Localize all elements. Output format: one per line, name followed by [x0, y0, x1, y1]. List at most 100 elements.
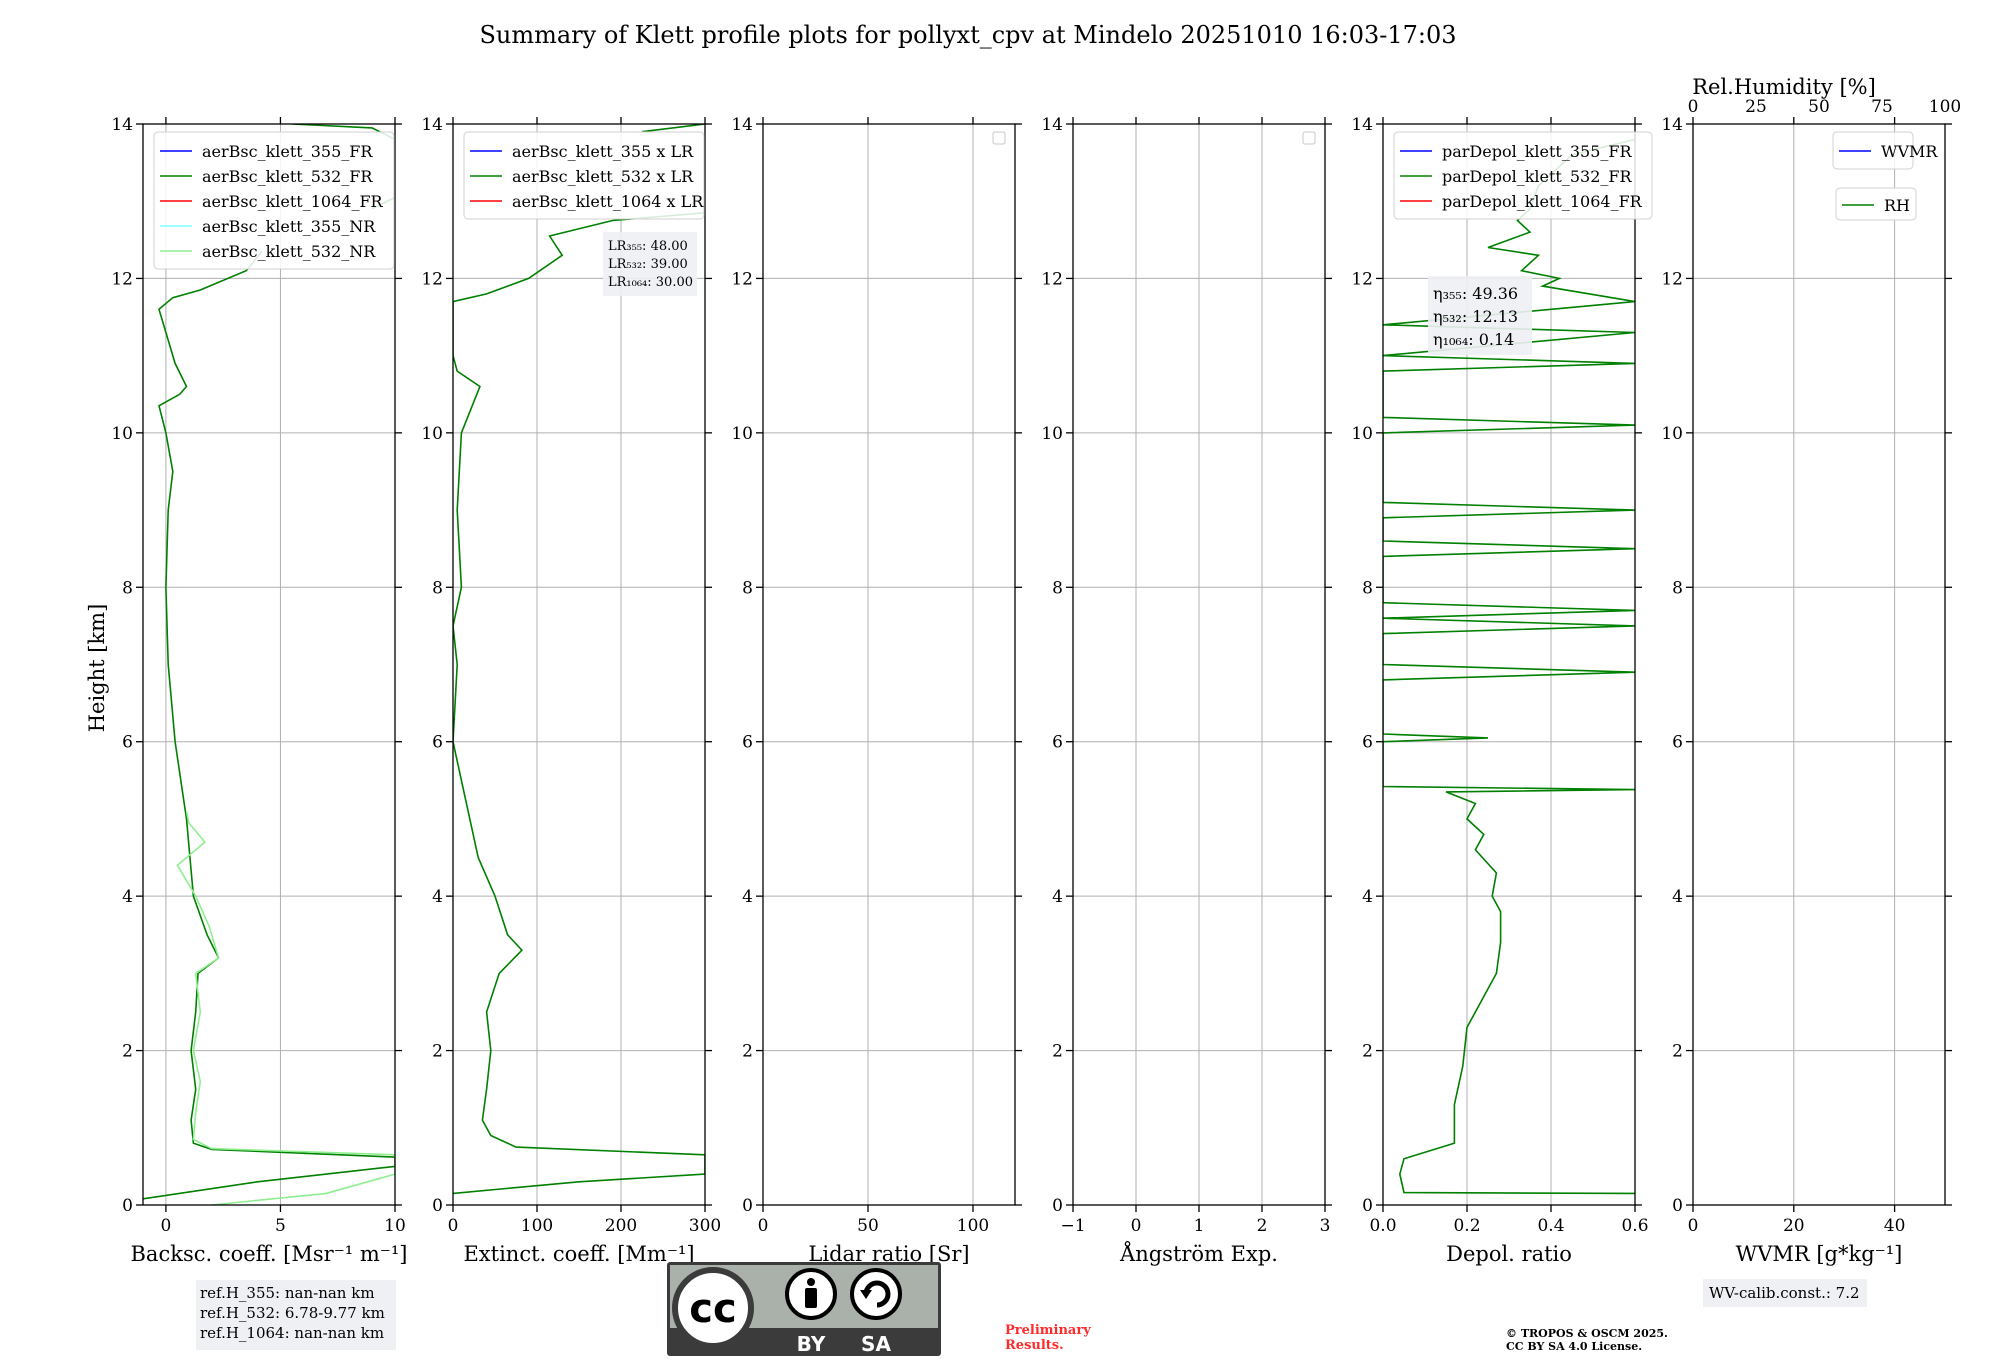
series-line-aerBsc_klett_532_FR — [143, 250, 395, 1200]
x-tick-label: 2 — [1257, 1216, 1268, 1236]
ref-height-1064: ref.H_1064: nan-nan km — [200, 1324, 384, 1342]
preliminary-line-1: Preliminary — [1005, 1323, 1091, 1338]
legend-entry: aerBsc_klett_532_NR — [202, 242, 376, 261]
legend: WVMR — [1832, 131, 1938, 170]
x-axis-label: Ångström Exp. — [1119, 1241, 1278, 1266]
by-person-body — [805, 1288, 817, 1308]
legend-entry: RH — [1884, 196, 1910, 215]
empty-legend-box — [1302, 131, 1316, 145]
cc-by-sa-badge: cc BY SA — [667, 1262, 941, 1356]
y-tick-label: 2 — [1362, 1042, 1373, 1062]
y-tick-label: 14 — [1661, 115, 1683, 135]
legend-box — [463, 131, 705, 220]
y-tick-label: 4 — [432, 887, 443, 907]
x-tick-label: 0 — [160, 1216, 171, 1236]
y-tick-label: 12 — [111, 269, 133, 289]
y-tick-label: 2 — [122, 1042, 133, 1062]
y-tick-label: 10 — [1041, 424, 1063, 444]
annotation-bg — [1428, 276, 1532, 355]
legend-entry: parDepol_klett_532_FR — [1442, 167, 1633, 186]
legend-entry: aerBsc_klett_1064 x LR — [512, 192, 704, 211]
x-tick-label: 40 — [1884, 1216, 1906, 1236]
y-tick-label: 8 — [1052, 578, 1063, 598]
y-tick-label: 2 — [1672, 1042, 1683, 1062]
ref-height-532: ref.H_532: 6.78-9.77 km — [200, 1304, 385, 1322]
y-tick-label: 10 — [421, 424, 443, 444]
legend: aerBsc_klett_355 x LR aerBsc_klett_532 x … — [463, 131, 705, 220]
x-tick-label: 0.6 — [1621, 1216, 1648, 1236]
y-tick-label: 0 — [1362, 1196, 1373, 1216]
x-tick-label: 0.4 — [1537, 1216, 1564, 1236]
legend-entry: parDepol_klett_355_FR — [1442, 142, 1633, 161]
legend-entry: aerBsc_klett_355 x LR — [512, 142, 694, 161]
plot-frame — [1692, 123, 1946, 1206]
copyright-line-1: © TROPOS & OSCM 2025. — [1506, 1327, 1668, 1340]
y-tick-label: 12 — [1661, 269, 1683, 289]
x-tick-label: 0 — [1688, 1216, 1699, 1236]
legend-entry: aerBsc_klett_1064_FR — [202, 192, 384, 211]
annotation-line: LR₁₀₆₄: 30.00 — [608, 275, 693, 290]
y-tick-label: 4 — [122, 887, 133, 907]
legend-entry: aerBsc_klett_355_NR — [202, 217, 376, 236]
x-axis-label: WVMR [g*kg⁻¹] — [1736, 1242, 1903, 1266]
wv-calib-box: WV-calib.const.: 7.2 — [1703, 1279, 1867, 1307]
y-tick-label: 4 — [1362, 887, 1373, 907]
legend-entry: aerBsc_klett_532 x LR — [512, 167, 694, 186]
legend-entry: parDepol_klett_1064_FR — [1442, 192, 1643, 211]
y-tick-label: 6 — [1362, 733, 1373, 753]
y-tick-label: 12 — [421, 269, 443, 289]
x2-tick-label: 100 — [1929, 97, 1961, 117]
x-tick-label: 1 — [1194, 1216, 1205, 1236]
x-tick-label: 100 — [957, 1216, 989, 1236]
y-tick-label: 2 — [432, 1042, 443, 1062]
x-axis-label: Backsc. coeff. [Msr⁻¹ m⁻¹] — [131, 1242, 408, 1266]
plot-frame — [762, 123, 1016, 1206]
legend-entry: WVMR — [1881, 142, 1938, 161]
y-tick-label: 12 — [1041, 269, 1063, 289]
y-tick-label: 2 — [742, 1042, 753, 1062]
y-tick-label: 4 — [1052, 887, 1063, 907]
y-tick-label: 8 — [742, 578, 753, 598]
x-tick-label: 0 — [448, 1216, 459, 1236]
y-tick-label: 12 — [731, 269, 753, 289]
copyright-line-2: CC BY SA 4.0 License. — [1506, 1340, 1642, 1353]
annotation-bg — [603, 232, 697, 296]
figure-title: Summary of Klett profile plots for polly… — [479, 21, 1456, 49]
x-axis-label: Extinct. coeff. [Mm⁻¹] — [463, 1242, 694, 1266]
y-tick-label: 12 — [1351, 269, 1373, 289]
x2-tick-label: 50 — [1808, 97, 1830, 117]
cc-icon — [672, 1267, 754, 1349]
y-tick-label: 8 — [122, 578, 133, 598]
y-tick-label: 10 — [111, 424, 133, 444]
legend-box — [1835, 187, 1917, 221]
y-tick-label: 6 — [432, 733, 443, 753]
sa-label: SA — [861, 1332, 891, 1356]
x-tick-label: 0 — [758, 1216, 769, 1236]
y-tick-label: 8 — [1672, 578, 1683, 598]
annotation-line: η₃₅₅: 49.36 — [1433, 284, 1518, 303]
legend: aerBsc_klett_355_FR aerBsc_klett_532_FRae… — [153, 131, 395, 270]
by-person-head — [807, 1278, 815, 1286]
y-tick-label: 6 — [1672, 733, 1683, 753]
x-tick-label: 300 — [689, 1216, 721, 1236]
y-tick-label: 10 — [1661, 424, 1683, 444]
panel-depolarization: 0 2 4 6 8 10 12 14 0.0 0.2 0.4 0.6 Depol. ratio parDe… — [1351, 115, 1653, 1266]
y-tick-label: 14 — [111, 115, 133, 135]
x-tick-label: 20 — [1783, 1216, 1805, 1236]
y-tick-label: 6 — [1052, 733, 1063, 753]
x2-tick-label: 0 — [1688, 97, 1699, 117]
y-tick-label: 2 — [1052, 1042, 1063, 1062]
sa-arrow-head — [860, 1290, 872, 1299]
y-tick-label: 4 — [1672, 887, 1683, 907]
sa-arrow-curve — [863, 1280, 891, 1308]
y-tick-label: 14 — [731, 115, 753, 135]
empty-legend-box — [992, 131, 1006, 145]
y-tick-label: 10 — [1351, 424, 1373, 444]
legend-entry: aerBsc_klett_532_FR — [202, 167, 373, 186]
y-tick-label: 4 — [742, 887, 753, 907]
y-tick-label: 0 — [1052, 1196, 1063, 1216]
